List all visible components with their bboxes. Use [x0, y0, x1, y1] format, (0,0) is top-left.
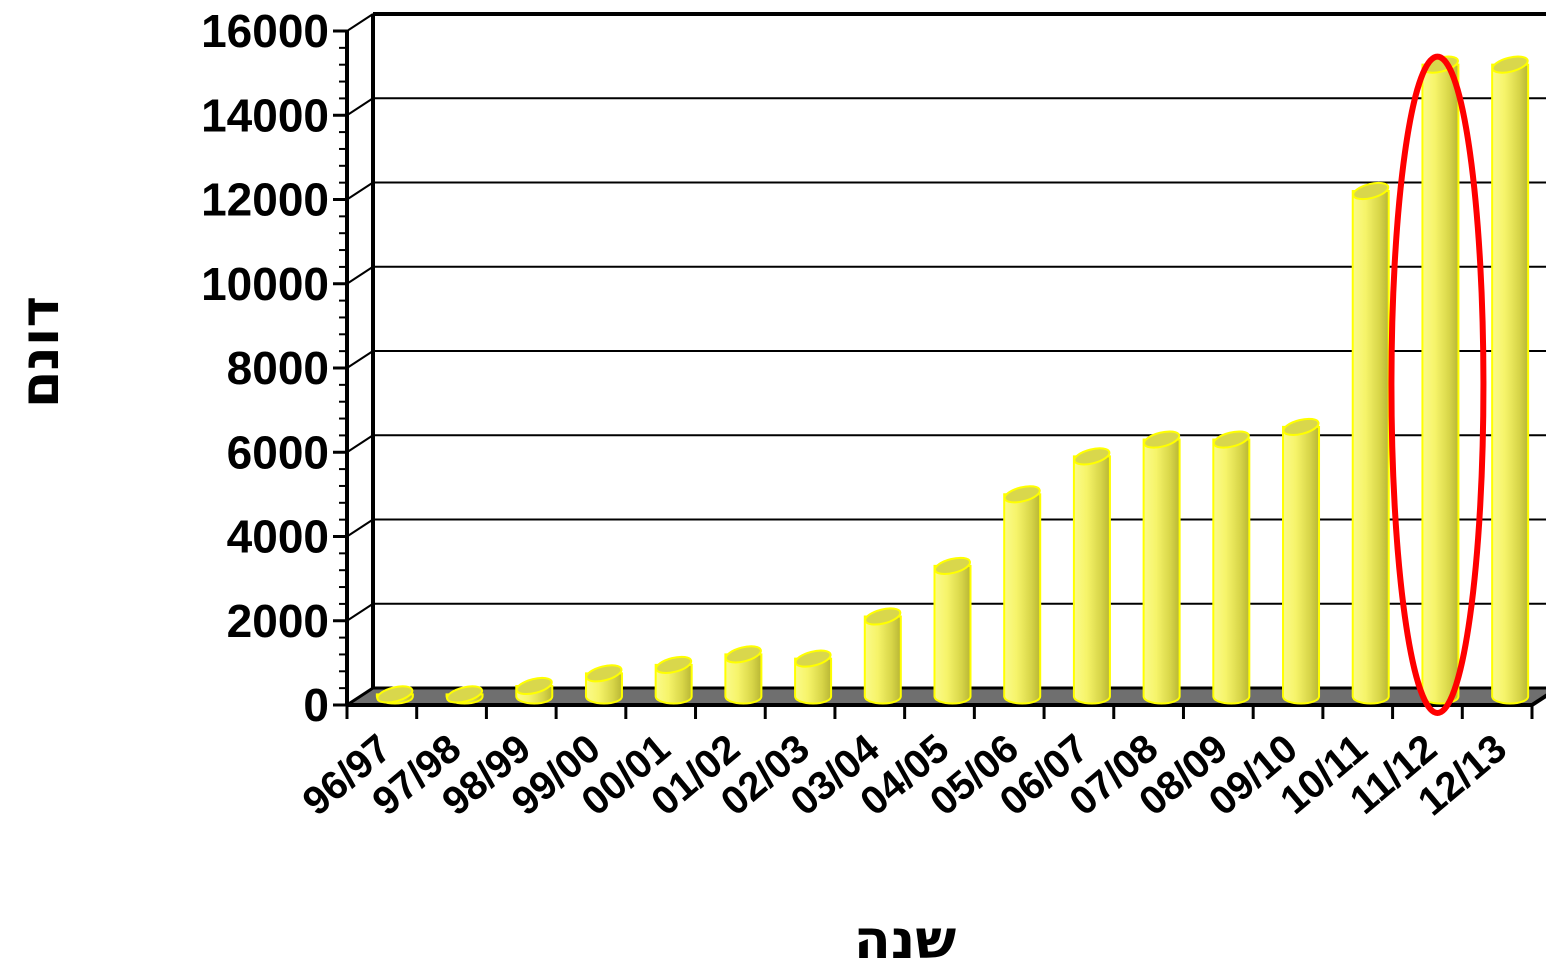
- bar-body: [1142, 438, 1181, 705]
- bar-top: [794, 649, 832, 668]
- bar-body: [794, 657, 833, 705]
- bar-top: [1143, 430, 1181, 449]
- bar-top: [1003, 485, 1041, 504]
- y-tick-label: 8000: [227, 342, 329, 394]
- y-tick-label: 10000: [201, 258, 329, 310]
- bar-98-99: [515, 676, 554, 705]
- highlight-ellipse: [1388, 53, 1487, 716]
- bar-body: [863, 615, 902, 705]
- bar-05-06: [1003, 485, 1042, 705]
- bar-body: [1282, 425, 1321, 705]
- bar-96-97: [375, 685, 414, 705]
- bar-08-09: [1212, 430, 1251, 705]
- bar-12-13: [1491, 55, 1530, 705]
- highlight-layer: [1388, 53, 1487, 716]
- bar-top: [1282, 417, 1320, 436]
- bar-07-08: [1142, 430, 1181, 705]
- bar-top: [515, 676, 553, 696]
- bars: [375, 55, 1530, 705]
- bar-09-10: [1282, 417, 1321, 705]
- bar-00-01: [654, 655, 693, 705]
- y-tick-label: 2000: [227, 595, 329, 647]
- y-tick-label: 0: [303, 679, 329, 731]
- gridline-side: [346, 434, 374, 454]
- y-tick-label: 12000: [201, 174, 329, 226]
- bar-top: [376, 685, 414, 704]
- bar-02-03: [794, 649, 833, 705]
- y-tick-labels: 0 2000 4000 6000 8000 10000 12000 14000 16000: [201, 5, 329, 731]
- bar-body: [933, 564, 972, 705]
- bar-body: [1072, 455, 1111, 705]
- bar-top: [724, 645, 762, 664]
- bar-01-02: [724, 645, 763, 705]
- bar-03-04: [863, 607, 902, 705]
- bar-body: [1351, 190, 1390, 705]
- bar-body: [724, 653, 763, 705]
- x-tick-labels: 96/9797/9898/9999/0000/0101/0202/0303/04…: [295, 726, 1515, 825]
- bar-top: [585, 664, 623, 683]
- gridline-side: [346, 602, 374, 622]
- gridline-side: [346, 265, 374, 285]
- floor-right-edge: [1530, 693, 1546, 707]
- bar-top: [864, 607, 902, 626]
- bar-top: [1073, 447, 1111, 466]
- y-tick-label: 4000: [227, 511, 329, 563]
- axes: [333, 12, 1546, 719]
- bar-04-05: [933, 556, 972, 705]
- y-tick-label: 6000: [227, 426, 329, 478]
- bar-top: [1212, 430, 1250, 449]
- bar-top: [1491, 55, 1529, 74]
- bar-body: [654, 663, 693, 705]
- bar-body: [1212, 438, 1251, 705]
- bar-97-98: [445, 685, 484, 705]
- y-tick-label: 16000: [201, 5, 329, 57]
- bar-11-12: [1421, 55, 1460, 705]
- bar-10-11: [1351, 181, 1390, 705]
- bar-top: [446, 685, 484, 704]
- gridline-side: [346, 181, 374, 201]
- bar-top: [933, 556, 972, 575]
- bar-top: [655, 655, 693, 674]
- bar-body: [1491, 63, 1530, 705]
- y-tick-label: 14000: [201, 89, 329, 141]
- bar-99-00: [584, 664, 623, 705]
- bar-body: [1003, 493, 1042, 705]
- gridline-side: [346, 350, 374, 369]
- gridline-side: [346, 97, 374, 117]
- x-axis-title: שנה: [854, 908, 957, 969]
- gridline-side: [346, 518, 374, 538]
- bar-top: [1352, 181, 1390, 201]
- bar-body: [1421, 63, 1460, 705]
- gridline-side: [346, 13, 374, 32]
- bar-06-07: [1072, 447, 1111, 705]
- y-axis-title: דונם: [8, 296, 71, 408]
